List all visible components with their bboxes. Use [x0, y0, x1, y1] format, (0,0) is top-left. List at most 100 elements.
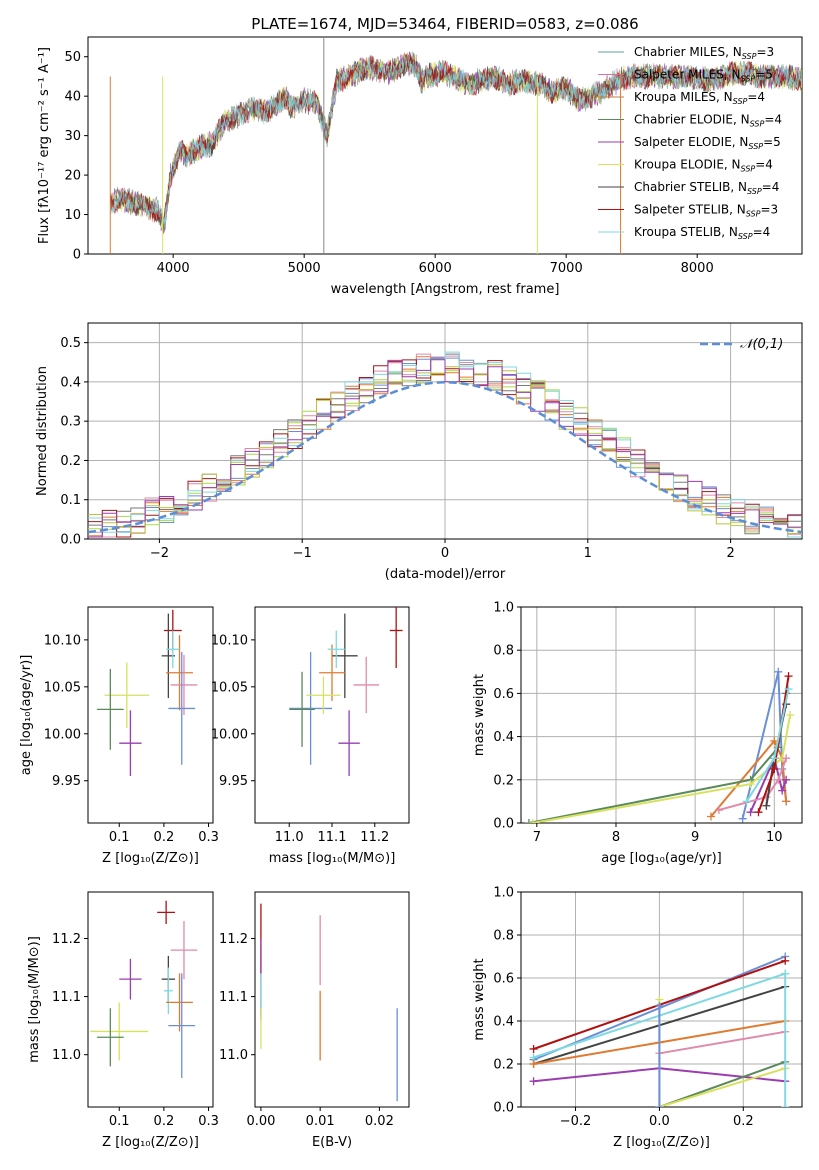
plot-area [96, 609, 198, 777]
x-tick-label: 0.00 [246, 1114, 275, 1129]
x-axis-label: Z [log₁₀(Z/Z⊙)] [613, 1135, 710, 1150]
histogram-step [88, 351, 802, 538]
x-tick-label: −0.2 [560, 1114, 592, 1129]
y-tick-label: 9.95 [219, 774, 248, 789]
x-tick-label: 0.3 [198, 830, 219, 845]
error-bar-point [96, 668, 124, 750]
legend-label: 𝒩(0,1) [740, 337, 783, 352]
y-tick-label: 0.4 [60, 375, 81, 390]
y-axis-label: mass [log₁₀(M/M⊙)] [27, 936, 42, 1063]
x-axis-label: age [log₁₀(age/yr)] [601, 851, 722, 866]
legend-label: Kroupa ELODIE, NSSP=4 [634, 158, 773, 174]
massweight-series-line [659, 1030, 786, 1055]
x-tick-label: 5000 [288, 261, 321, 276]
x-axis-label: Z [log₁₀(Z/Z⊙)] [102, 1135, 199, 1150]
spectrum-series-line [110, 52, 802, 228]
y-tick-label: 40 [64, 90, 81, 105]
y-tick-label: 0.4 [493, 730, 514, 745]
y-tick-label: 50 [64, 50, 81, 65]
y-tick-label: 0.5 [60, 336, 81, 351]
plot-area [524, 667, 795, 823]
error-bar-point [389, 607, 403, 669]
mass-vs-extinction-panel: 0.00 0.01 0.02 11.0 11.1 11.2 E(B-V) [219, 891, 410, 1150]
age-vs-mass-panel: 11.0 11.1 11.2 9.95 10.00 10.05 10.10 mass [log… [211, 606, 410, 866]
error-bar-point [170, 654, 198, 715]
x-tick-label: 8 [612, 830, 620, 845]
y-axis-label: Flux [fλ10⁻¹⁷ erg cm⁻² s⁻¹ A⁻¹] [37, 47, 52, 244]
series-marker [529, 1060, 538, 1068]
series-marker [746, 780, 755, 789]
legend-label: Kroupa MILES, NSSP=4 [634, 90, 765, 106]
x-tick-label: 0.2 [154, 830, 175, 845]
y-tick-label: 0.3 [60, 415, 81, 430]
x-tick-label: 7000 [550, 261, 583, 276]
series-marker [528, 819, 537, 823]
error-bar-point [104, 662, 150, 729]
x-tick-label: 11.1 [318, 830, 347, 845]
error-bar-point [289, 671, 315, 747]
age-vs-metallicity-panel: 0.1 0.2 0.3 9.95 10.00 10.05 10.10 Z [log₁₀(Z/Z… [19, 606, 219, 866]
x-tick-label: 0.3 [198, 1114, 219, 1129]
plot-area [90, 900, 198, 1078]
error-bar-point [119, 710, 142, 777]
error-bar-point [170, 921, 198, 980]
error-bar-point [338, 710, 360, 777]
series-marker [706, 812, 715, 821]
legend-label: Salpeter MILES, NSSP=5 [634, 68, 773, 84]
x-tick-label: 1 [584, 546, 592, 561]
x-axis-label: Z [log₁₀(Z/Z⊙)] [102, 851, 199, 866]
y-tick-label: 11.1 [52, 990, 81, 1005]
y-tick-label: 0.2 [493, 1058, 514, 1073]
y-tick-label: 1.0 [493, 886, 514, 901]
axes-frame [87, 606, 214, 824]
plot-area [260, 903, 398, 1102]
series-marker [784, 672, 793, 681]
massweight-series-line [658, 999, 786, 1107]
x-tick-label: 0.02 [365, 1114, 394, 1129]
y-tick-label: 10.05 [44, 680, 81, 695]
y-tick-label: 10.00 [211, 727, 248, 742]
y-tick-label: 0.8 [493, 644, 514, 659]
error-bar-point [166, 973, 193, 1032]
y-tick-label: 0.8 [493, 929, 514, 944]
y-tick-label: 0 [73, 248, 81, 263]
spectrum-panel: 4000 5000 6000 7000 8000 0 10 20 30 40 50 wavelengt… [37, 36, 803, 297]
series-marker [770, 765, 779, 773]
series-marker [754, 808, 763, 817]
x-tick-label: 0.1 [109, 1114, 130, 1129]
series-marker [786, 711, 795, 719]
error-bar-point [157, 900, 176, 924]
x-axis-label: mass [log₁₀(M/M⊙)] [269, 851, 396, 866]
x-tick-label: 0.1 [109, 830, 130, 845]
series-marker [781, 956, 790, 965]
x-tick-label: 0.0 [649, 1114, 670, 1129]
massweight-vs-age-panel: 7 8 9 10 0.0 0.2 0.4 0.6 0.8 1.0 age [log₁₀(age/yr… [472, 601, 803, 866]
error-bar-point [163, 967, 173, 1015]
error-bar-point [327, 630, 345, 669]
y-tick-label: 0.0 [493, 817, 514, 832]
series-marker [774, 667, 783, 676]
error-bar-point [168, 973, 196, 1078]
residual-histogram-panel: −2 −1 0 1 2 0.0 0.1 0.2 0.3 0.4 0.5 (data-model)/er… [35, 322, 803, 582]
y-tick-label: 0.1 [60, 493, 81, 508]
series-marker [738, 814, 747, 823]
y-tick-label: 10.00 [44, 727, 81, 742]
axes-frame [87, 891, 214, 1108]
legend-label: Chabrier ELODIE, NSSP=4 [634, 113, 782, 129]
massweight-series-line [528, 693, 788, 823]
x-tick-label: 0 [441, 546, 449, 561]
error-bar-point [90, 1002, 149, 1061]
series-marker [774, 775, 783, 784]
legend-label: Kroupa STELIB, NSSP=4 [634, 225, 770, 241]
plot-area [289, 607, 403, 777]
y-tick-label: 10.10 [211, 633, 248, 648]
x-tick-label: 0.2 [733, 1114, 754, 1129]
massweight-series-line [749, 755, 788, 813]
y-tick-label: 20 [64, 169, 81, 184]
massweight-vs-metallicity-panel: −0.2 0.0 0.2 0.0 0.2 0.4 0.6 0.8 1.0 Z [log₁₀(Z/Z… [472, 886, 803, 1150]
error-bar-point [306, 676, 341, 715]
series-marker [784, 685, 793, 694]
axes-frame [87, 322, 803, 540]
series-marker [742, 797, 751, 806]
